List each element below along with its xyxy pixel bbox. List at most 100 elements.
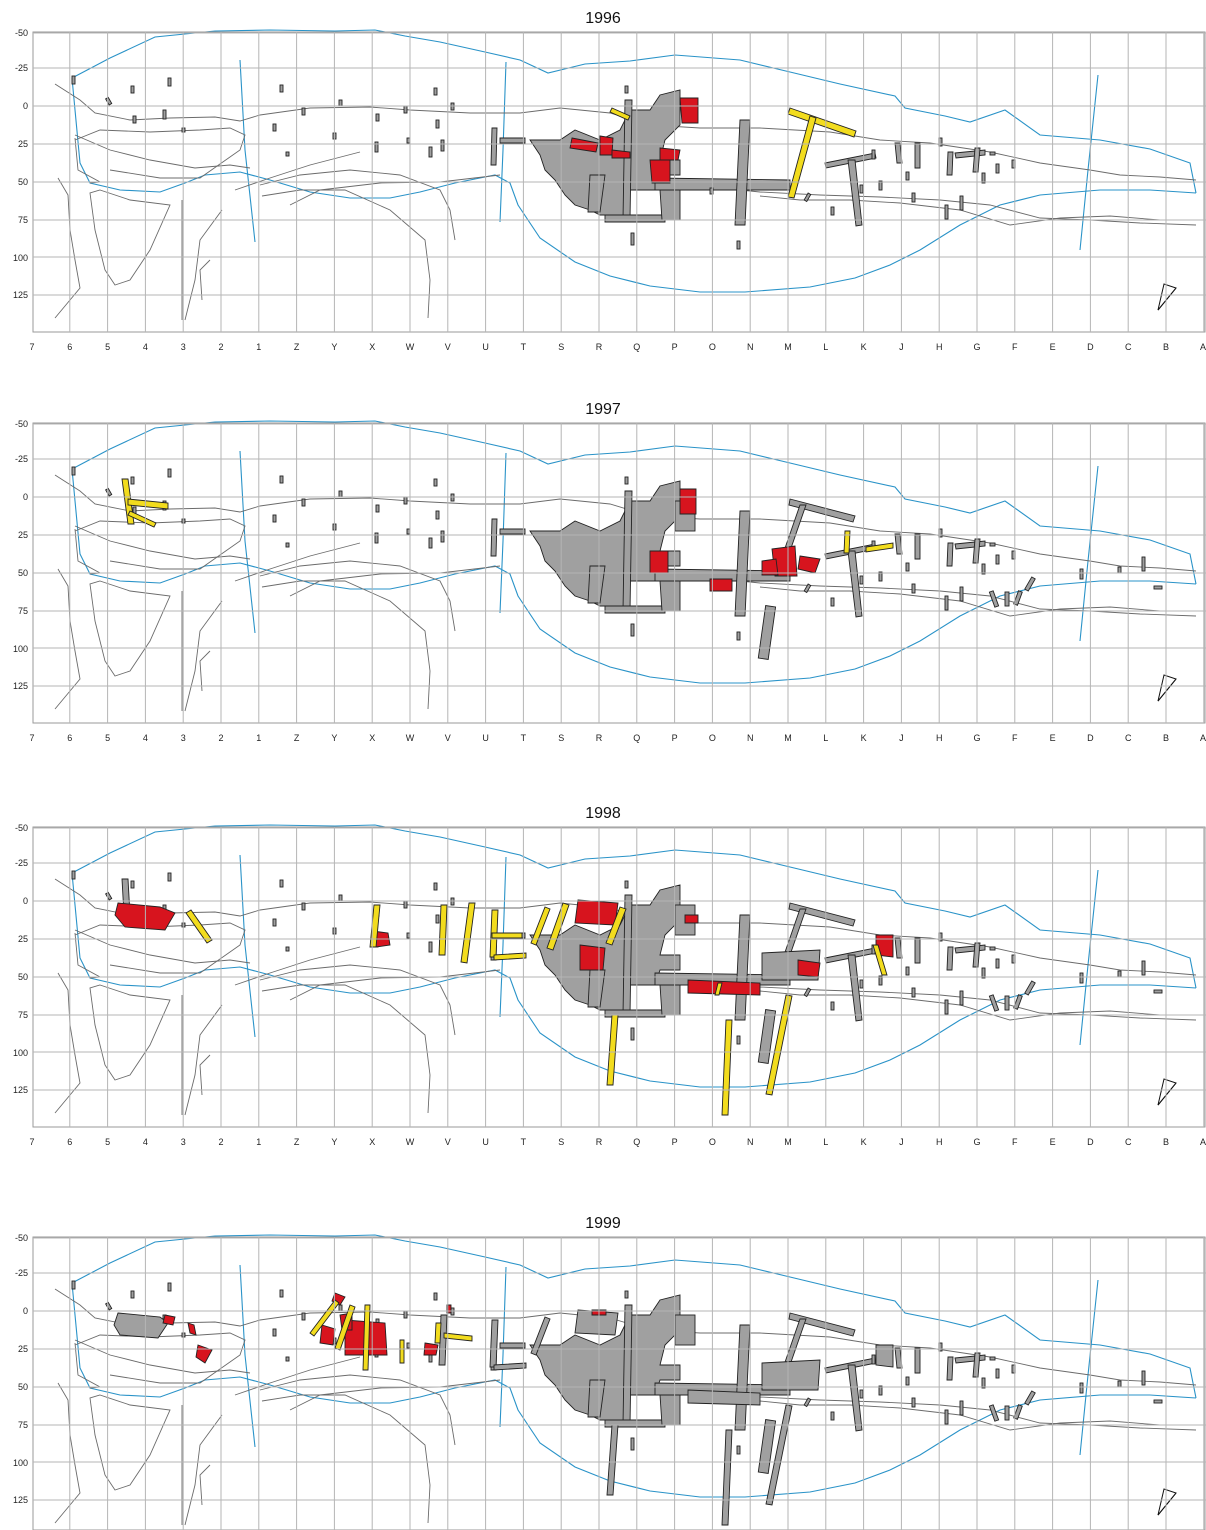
grid-column-label: U [482,733,489,743]
grid-column-label: Y [331,342,337,352]
grid-column-label: G [973,1137,980,1147]
y-tick-label: 75 [18,215,28,225]
y-tick-label: -25 [15,63,28,73]
grid-column-label: Z [294,342,300,352]
grid-column-label: X [369,342,375,352]
plan-1999: 1999 [54,1215,1197,1526]
panel-grid: -50 -25 0 25 50 75 100 125 [13,1233,1206,1530]
grid-column-label: 5 [105,733,110,743]
grid-column-label: T [521,342,527,352]
grid-column-label: 4 [143,1137,148,1147]
panel-title-1998: 1998 [585,805,621,822]
plan-1996: 1996 [54,10,1197,321]
grid-column-label: B [1163,1137,1169,1147]
trenches-1998 [185,902,888,1116]
grid-column-label: V [445,342,451,352]
y-tick-label: 0 [23,492,28,502]
panel-grid: -50 -25 0 25 50 75 100 125 7 6 5 4 3 2 1 Z Y X W V U T S R Q P O N M… [13,28,1206,352]
y-tick-label: -50 [15,1233,28,1243]
grid-column-label: L [823,733,828,743]
grid-column-label: M [784,342,792,352]
grid-column-label: N [747,733,754,743]
grid-column-label: S [558,733,564,743]
grid-column-label: 5 [105,342,110,352]
trenches-1996 [609,107,857,199]
grid-column-label: C [1125,342,1132,352]
grid-column-label: K [861,1137,867,1147]
panel-title-1996: 1996 [585,10,621,27]
grid-column-label: C [1125,733,1132,743]
grid-column-label: B [1163,733,1169,743]
trenches-1997 [121,478,894,554]
grid-column-label: D [1087,1137,1094,1147]
y-tick-label: 0 [23,1306,28,1316]
grid-column-label: 3 [181,342,186,352]
grid-column-label: Q [633,733,640,743]
grid-column-label: H [936,342,943,352]
grid-column-label: C [1125,1137,1132,1147]
grid-column-label: X [369,1137,375,1147]
grid-column-label: 3 [181,733,186,743]
grid-column-label: H [936,733,943,743]
grid-column-label: 6 [67,1137,72,1147]
grid-column-label: W [406,733,415,743]
grid-column-label: L [823,1137,828,1147]
grid-column-label: K [861,342,867,352]
grid-column-label: V [445,733,451,743]
panel-frame [32,1236,1206,1530]
grid-column-label: U [482,342,489,352]
panel-title-1997: 1997 [585,401,621,418]
y-tick-label: 50 [18,1382,28,1392]
grid-column-label: Z [294,1137,300,1147]
trenches-1999 [309,1299,473,1371]
grid-column-label: 4 [143,733,148,743]
y-tick-label: -25 [15,1268,28,1278]
grid-column-label: D [1087,733,1094,743]
y-tick-label: 100 [13,1458,28,1468]
grid-column-label: B [1163,342,1169,352]
grid-column-label: 2 [218,1137,223,1147]
y-tick-label: 100 [13,1048,28,1058]
panel-title-1999: 1999 [585,1215,621,1232]
grid-column-label: S [558,342,564,352]
y-tick-label: 50 [18,177,28,187]
y-tick-label: 25 [18,1344,28,1354]
grid-column-label: 5 [105,1137,110,1147]
grid-column-label: K [861,733,867,743]
grid-column-label: E [1050,1137,1056,1147]
y-tick-label: 125 [13,290,28,300]
grid-column-label: A [1200,342,1206,352]
grid-column-label: P [672,733,678,743]
y-tick-label: 0 [23,896,28,906]
grid-column-label: J [899,1137,904,1147]
grid-column-label: R [596,342,603,352]
grid-column-label: N [747,1137,754,1147]
grid-column-label: O [709,342,716,352]
grid-column-label: F [1012,1137,1018,1147]
grid-column-label: L [823,342,828,352]
grid-column-label: H [936,1137,943,1147]
y-tick-label: 75 [18,606,28,616]
y-tick-label: 100 [13,253,28,263]
grid-column-label: P [672,1137,678,1147]
grid-column-label: N [747,342,754,352]
grid-column-label: E [1050,342,1056,352]
y-tick-label: -50 [15,419,28,429]
grid-column-label: X [369,733,375,743]
grid-column-label: 7 [29,733,34,743]
y-tick-label: 50 [18,568,28,578]
y-tick-label: -25 [15,858,28,868]
y-tick-label: 50 [18,972,28,982]
excavated-earlier-1996 [71,75,1016,250]
grid-column-label: Q [633,1137,640,1147]
y-tick-label: 100 [13,644,28,654]
y-tick-label: 125 [13,1085,28,1095]
plan-1998: 1998 [54,805,1197,1116]
grid-column-label: 6 [67,733,72,743]
grid-column-label: P [672,342,678,352]
y-tick-label: -50 [15,823,28,833]
excavated-1997 [649,488,821,592]
grid-column-label: F [1012,733,1018,743]
grid-column-label: F [1012,342,1018,352]
grid-column-label: A [1200,1137,1206,1147]
